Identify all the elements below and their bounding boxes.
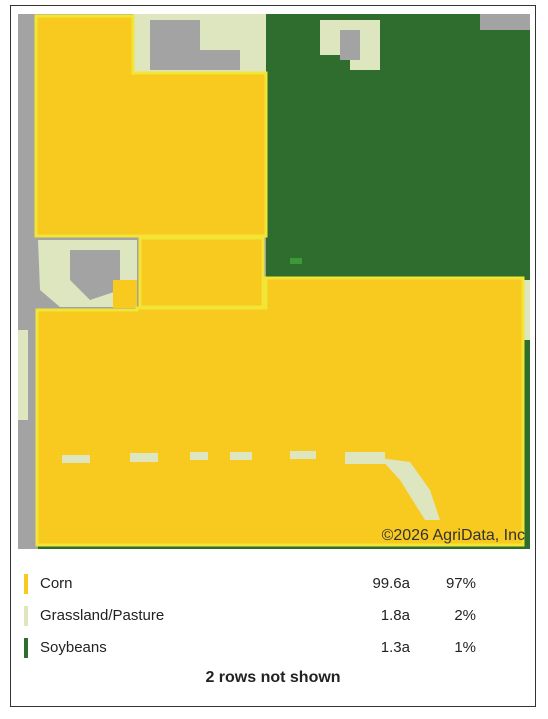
percent: 2% [454,607,476,624]
map: ©2026 AgriData, Inc [18,14,530,549]
crop-name: Soybeans [40,639,107,656]
legend-row: Grassland/Pasture 1.8a 2% [24,605,484,627]
swatch [24,606,28,626]
swatch [24,638,28,658]
frame [10,5,536,707]
swatch [24,574,28,594]
acres: 99.6a [372,575,410,592]
crop-name: Grassland/Pasture [40,607,165,624]
footer-note: 2 rows not shown [205,669,341,686]
percent: 97% [445,575,476,592]
acres: 1.8a [380,607,410,624]
legend-row: Corn 99.6a 97% [24,573,484,595]
crop-name: Corn [40,575,73,592]
copyright: ©2026 AgriData, Inc [382,527,525,544]
percent: 1% [454,639,476,656]
legend-row: Soybeans 1.3a 1% [24,637,484,659]
acres: 1.3a [380,639,410,656]
